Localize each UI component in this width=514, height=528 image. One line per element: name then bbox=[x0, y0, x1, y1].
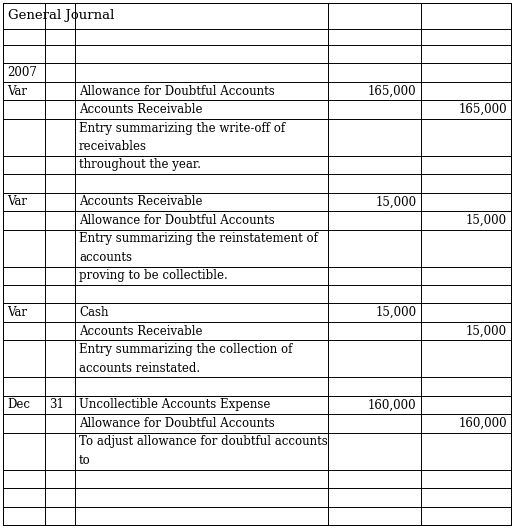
Text: Allowance for Doubtful Accounts: Allowance for Doubtful Accounts bbox=[79, 417, 275, 430]
Text: Uncollectible Accounts Expense: Uncollectible Accounts Expense bbox=[79, 399, 270, 411]
Text: 15,000: 15,000 bbox=[375, 195, 416, 209]
Text: receivables: receivables bbox=[79, 140, 147, 153]
Text: Accounts Receivable: Accounts Receivable bbox=[79, 195, 203, 209]
Text: Entry summarizing the collection of: Entry summarizing the collection of bbox=[79, 343, 292, 356]
Text: Entry summarizing the reinstatement of: Entry summarizing the reinstatement of bbox=[79, 232, 318, 246]
Text: to: to bbox=[79, 454, 91, 467]
Text: Allowance for Doubtful Accounts: Allowance for Doubtful Accounts bbox=[79, 84, 275, 98]
Text: proving to be collectible.: proving to be collectible. bbox=[79, 269, 228, 282]
Text: Cash: Cash bbox=[79, 306, 108, 319]
Text: throughout the year.: throughout the year. bbox=[79, 158, 201, 172]
Text: 2007: 2007 bbox=[7, 66, 37, 79]
Text: Accounts Receivable: Accounts Receivable bbox=[79, 325, 203, 337]
Text: 165,000: 165,000 bbox=[458, 103, 507, 116]
Text: Var: Var bbox=[7, 84, 27, 98]
Text: Dec: Dec bbox=[7, 399, 30, 411]
Text: 165,000: 165,000 bbox=[368, 84, 416, 98]
Text: Accounts Receivable: Accounts Receivable bbox=[79, 103, 203, 116]
Text: 15,000: 15,000 bbox=[466, 214, 507, 227]
Text: 160,000: 160,000 bbox=[368, 399, 416, 411]
Text: To adjust allowance for doubtful accounts: To adjust allowance for doubtful account… bbox=[79, 436, 328, 448]
Text: Var: Var bbox=[7, 306, 27, 319]
Text: 15,000: 15,000 bbox=[375, 306, 416, 319]
Text: 15,000: 15,000 bbox=[466, 325, 507, 337]
Text: Allowance for Doubtful Accounts: Allowance for Doubtful Accounts bbox=[79, 214, 275, 227]
Text: Entry summarizing the write-off of: Entry summarizing the write-off of bbox=[79, 121, 285, 135]
Text: accounts reinstated.: accounts reinstated. bbox=[79, 362, 200, 374]
Text: General Journal: General Journal bbox=[8, 10, 115, 23]
Text: accounts: accounts bbox=[79, 251, 132, 264]
Text: 160,000: 160,000 bbox=[458, 417, 507, 430]
Text: Var: Var bbox=[7, 195, 27, 209]
Text: 31: 31 bbox=[49, 399, 64, 411]
